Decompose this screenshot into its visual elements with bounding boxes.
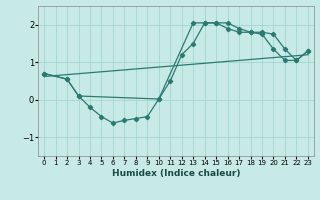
X-axis label: Humidex (Indice chaleur): Humidex (Indice chaleur) <box>112 169 240 178</box>
